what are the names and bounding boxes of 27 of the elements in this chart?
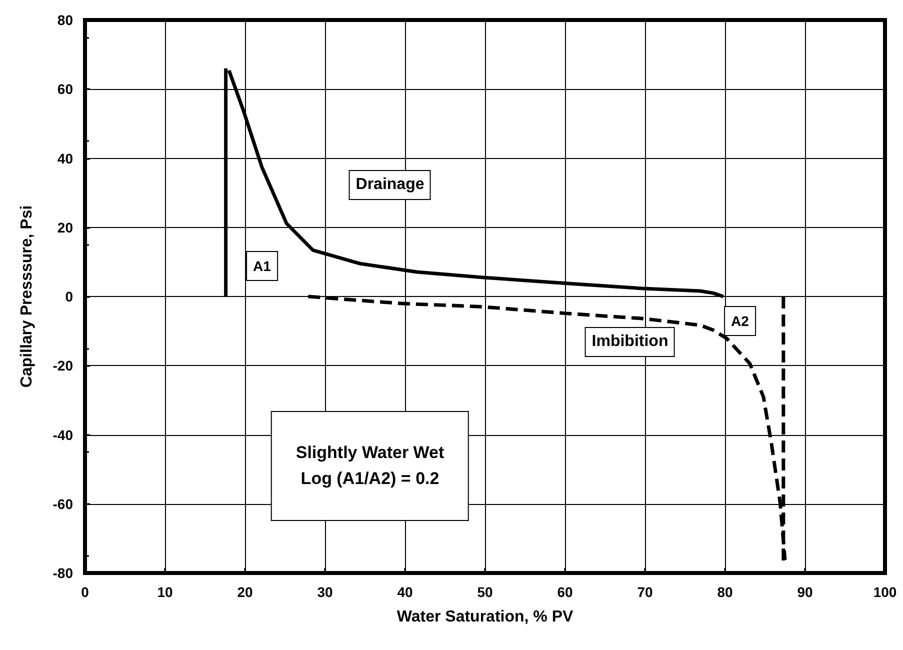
text-box: Drainage xyxy=(348,170,432,200)
y-tick-label: 0 xyxy=(65,288,74,304)
y-tick-label: -40 xyxy=(52,426,74,443)
y-axis-title: Capillary Presssure, Psi xyxy=(18,205,36,388)
text-box: Imbibition xyxy=(584,327,676,357)
x-tick-label: 50 xyxy=(477,584,493,600)
x-tick-label: 30 xyxy=(317,584,333,600)
text-box: A2 xyxy=(724,306,756,336)
x-tick-label: 60 xyxy=(557,584,573,600)
y-tick-label: 80 xyxy=(57,12,74,28)
y-tick-label: 60 xyxy=(57,81,74,98)
text-box: Slightly Water Wet Log (A1/A2) = 0.2 xyxy=(270,411,470,521)
y-tick-label: -20 xyxy=(52,358,74,374)
x-tick-label: 80 xyxy=(717,584,733,600)
y-tick-label: 40 xyxy=(57,150,74,166)
x-tick-label: 10 xyxy=(157,584,173,600)
x-tick-label: 70 xyxy=(637,584,653,600)
x-axis-title: Water Saturation, % PV xyxy=(396,608,574,626)
x-tick-label: 100 xyxy=(873,584,897,600)
y-tick-label: -80 xyxy=(52,565,74,581)
y-tick-label: -60 xyxy=(52,496,74,512)
x-tick-label: 20 xyxy=(237,584,253,600)
x-tick-label: 0 xyxy=(81,584,90,600)
text-box: A1 xyxy=(246,251,278,281)
x-tick-label: 90 xyxy=(797,584,813,600)
x-tick-label: 40 xyxy=(397,584,413,600)
y-tick-label: 20 xyxy=(57,219,74,236)
